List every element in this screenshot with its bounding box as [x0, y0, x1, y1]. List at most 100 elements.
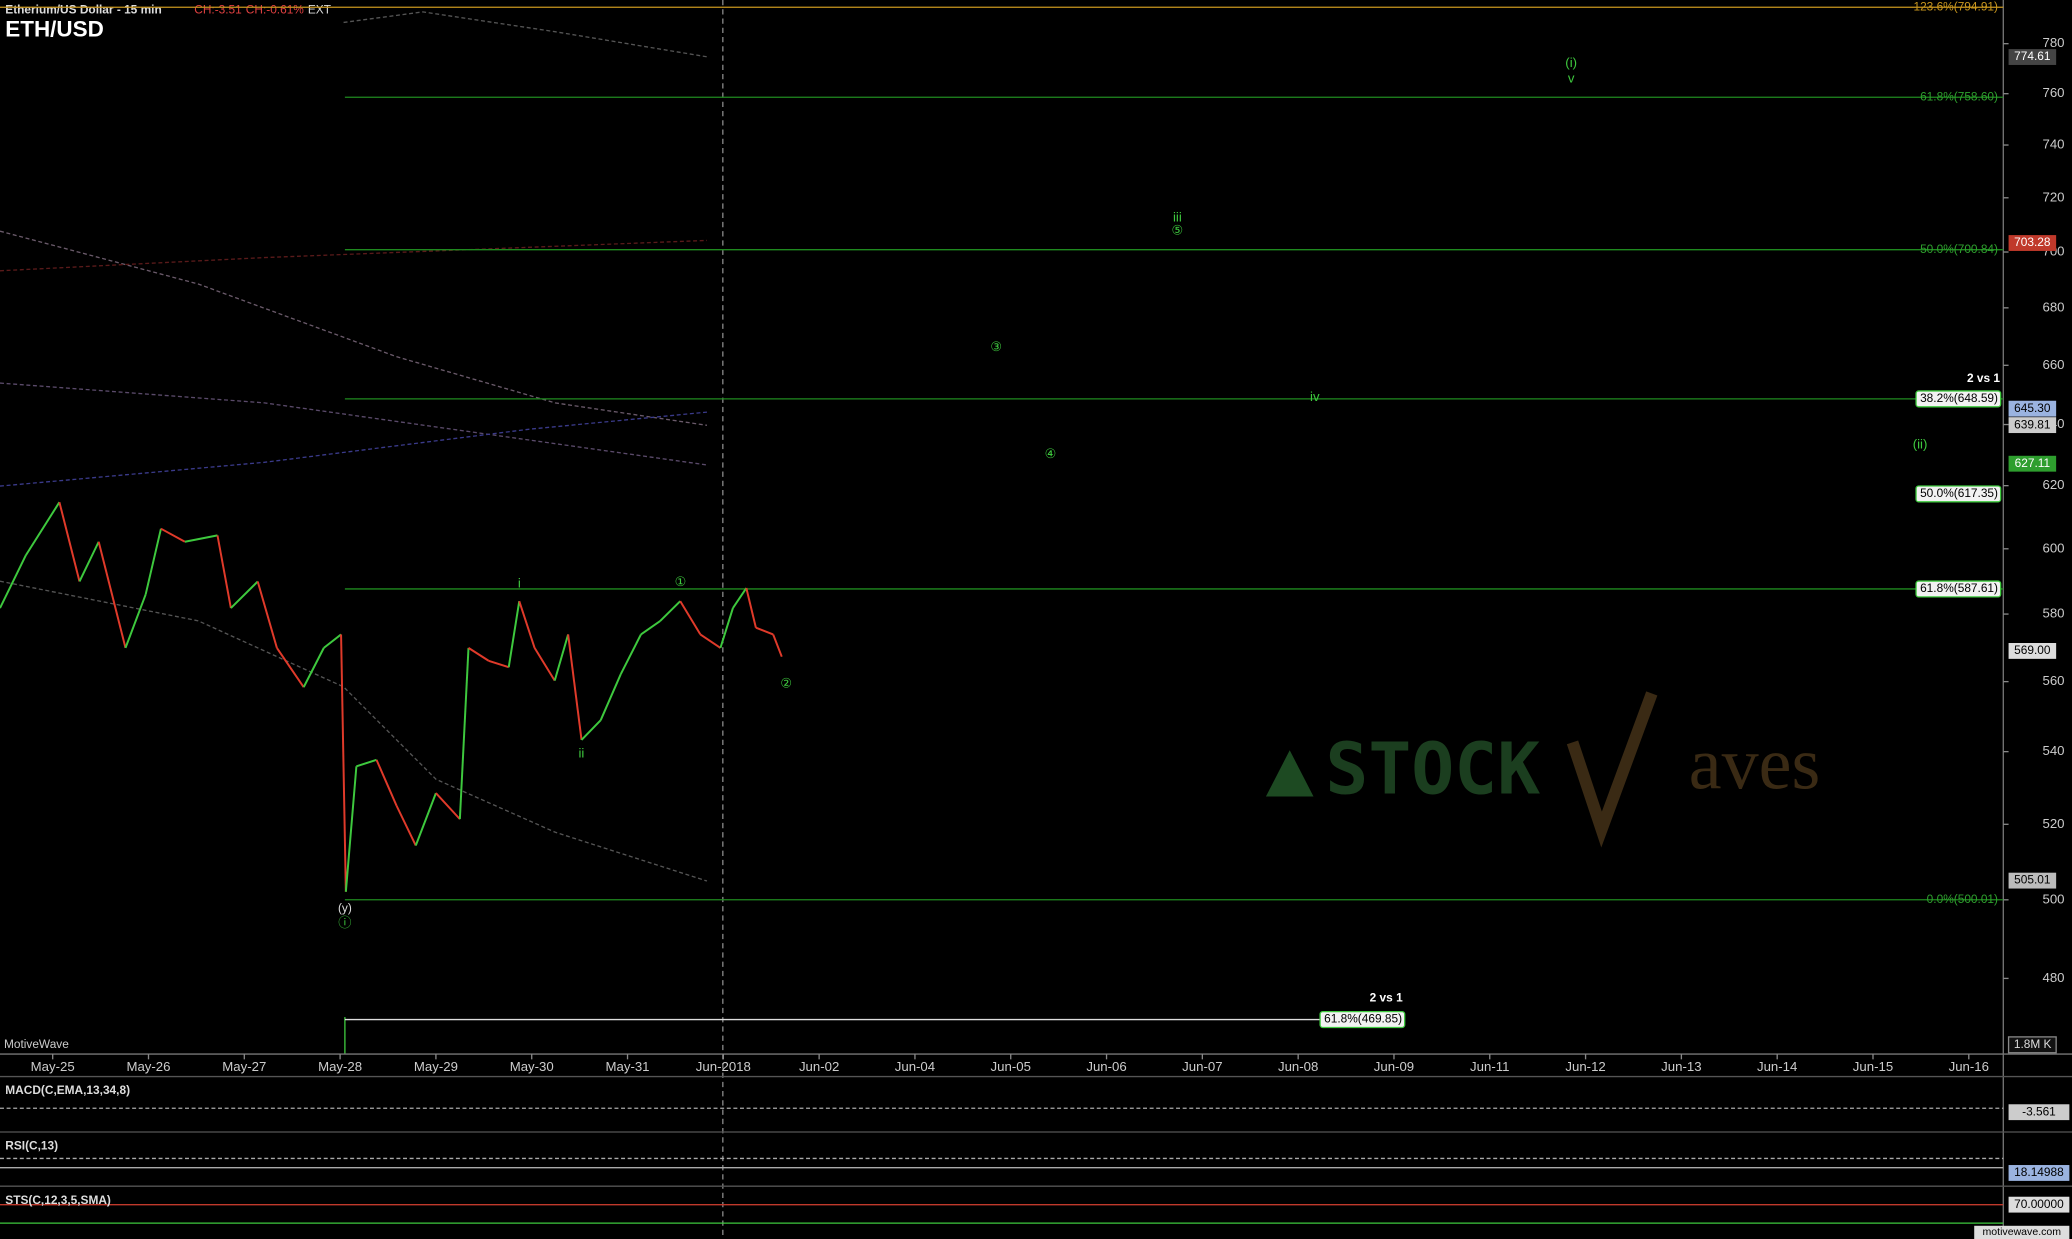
- footer: motivewave.com: [1983, 1226, 2062, 1238]
- price-segment: [458, 647, 470, 820]
- y-tick-label: 480: [2042, 970, 2064, 985]
- price-segment: [144, 528, 162, 595]
- price-tag: [2008, 417, 2057, 434]
- price-segment: [414, 792, 437, 846]
- price-segment: [732, 587, 748, 609]
- header: Etherium/US Dollar - 15 min: [5, 3, 161, 17]
- price-tag: [2008, 455, 2057, 472]
- price-segment: [375, 759, 398, 807]
- y-tick-label: 500: [2042, 891, 2064, 906]
- x-tick-label: May-29: [414, 1059, 458, 1074]
- tag-box: [2007, 1036, 2057, 1054]
- indicator-value: 70.00000: [2014, 1197, 2064, 1211]
- price-tag-label: 569.00: [2014, 643, 2051, 657]
- x-tick-label: Jun-16: [1949, 1059, 1989, 1074]
- price-segment: [772, 634, 783, 658]
- x-tick-label: Jun-11: [1470, 1059, 1509, 1074]
- ma-line: [0, 411, 708, 487]
- price-segment: [518, 600, 536, 649]
- price-segment: [619, 633, 642, 675]
- change: CH:-3.51: [194, 3, 242, 17]
- y-tick-label: 680: [2042, 299, 2064, 314]
- price-segment: [97, 541, 127, 649]
- price-tag: [2008, 643, 2057, 659]
- indicator-value: 18.14988: [2014, 1165, 2064, 1179]
- wave-label: (ii): [1913, 437, 1928, 452]
- watermark-triangle: [1265, 750, 1314, 797]
- price-segment: [395, 805, 417, 846]
- price-tag-label: 639.81: [2014, 417, 2051, 431]
- price-segment: [25, 501, 61, 556]
- price-tag-label: 703.28: [2014, 235, 2051, 249]
- price-tag: [2008, 235, 2057, 251]
- x-tick-label: Jun-14: [1757, 1059, 1797, 1074]
- fib-label: 50.0%(700.84): [1920, 242, 1998, 256]
- price-segment: [256, 581, 278, 649]
- price-segment: [599, 673, 622, 721]
- watermark-w: [1566, 691, 1658, 848]
- x-tick-label: Jun-08: [1278, 1059, 1318, 1074]
- indicator-tag: [2008, 1165, 2070, 1181]
- price-segment: [302, 647, 325, 688]
- fib-label: 61.8%(469.85): [1324, 1012, 1402, 1026]
- price-segment: [699, 633, 722, 649]
- price-segment: [78, 541, 100, 582]
- indicator-tag: [2008, 1196, 2070, 1213]
- fib-label: 123.6%(794.91): [1913, 0, 1998, 13]
- price-tag-label: 774.61: [2014, 49, 2051, 63]
- price-segment: [467, 647, 490, 662]
- price-segment: [567, 634, 583, 741]
- price-tag-label: 645.30: [2014, 401, 2051, 415]
- price-segment: [230, 580, 259, 609]
- ma-line: [343, 11, 708, 58]
- wave-label: ②: [780, 676, 792, 691]
- fib-label: 61.8%(758.60): [1920, 89, 1998, 103]
- price-segment: [533, 647, 556, 682]
- price-tag: [2008, 49, 2057, 65]
- y-tick-label: 620: [2042, 477, 2064, 492]
- x-tick-label: May-26: [126, 1059, 170, 1074]
- x-tick-label: Jun-06: [1086, 1059, 1126, 1074]
- price-segment: [323, 633, 342, 649]
- price-segment: [755, 626, 774, 636]
- price-tag: [2008, 872, 2057, 889]
- wave-label: (y): [338, 901, 352, 915]
- price-segment: [679, 600, 702, 635]
- fib-label-box: [1319, 1010, 1406, 1029]
- fib-label: 61.8%(587.61): [1920, 581, 1998, 595]
- price-segment: [340, 634, 347, 892]
- x-tick-label: Jun-09: [1374, 1059, 1414, 1074]
- wave-label: ④: [1045, 446, 1057, 461]
- price-segment: [719, 607, 734, 649]
- footer-box: [1974, 1225, 2070, 1239]
- price-segment: [58, 501, 81, 582]
- ma-line: [0, 382, 708, 466]
- y-tick-label: 740: [2042, 137, 2064, 152]
- indicator-name: STS(C,12,3,5,SMA): [5, 1193, 111, 1207]
- session: EXT: [308, 3, 331, 17]
- fib-label: 38.2%(648.59): [1920, 391, 1998, 405]
- price-segment: [488, 659, 510, 669]
- price-segment: [276, 647, 305, 688]
- x-tick-label: May-27: [222, 1059, 266, 1074]
- x-tick-label: Jun-12: [1565, 1059, 1605, 1074]
- wave-label: iv: [1310, 389, 1320, 404]
- y-tick-label: 780: [2042, 35, 2064, 50]
- comparison: 2 vs 1: [1967, 371, 2000, 385]
- wave-label: ③: [990, 339, 1002, 354]
- y-tick-label: 580: [2042, 606, 2064, 621]
- price-tag-label: 505.01: [2014, 873, 2051, 887]
- price-segment: [580, 719, 602, 741]
- price-tag: [2008, 400, 2057, 417]
- x-tick-label: Jun-15: [1853, 1059, 1893, 1074]
- x-tick-label: Jun-02: [799, 1059, 839, 1074]
- price-segment: [160, 527, 186, 543]
- source: MotiveWave: [4, 1037, 69, 1051]
- chart-title: ETH/USD: [5, 16, 104, 41]
- x-tick-label: May-25: [31, 1059, 75, 1074]
- price-segment: [745, 587, 757, 628]
- watermark-text: aves: [1689, 723, 1820, 805]
- indicator-value: -3.561: [2022, 1104, 2056, 1118]
- y-tick-label: 760: [2042, 85, 2064, 100]
